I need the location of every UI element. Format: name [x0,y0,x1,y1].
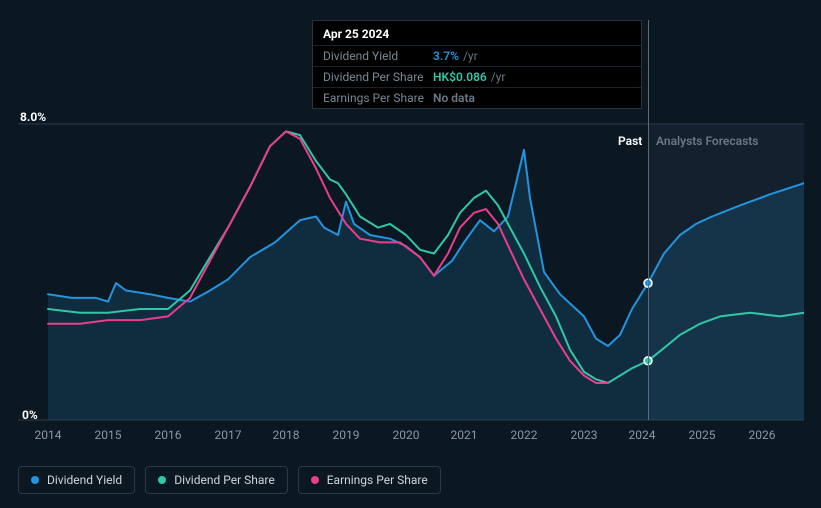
legend-item-dividend-yield[interactable]: Dividend Yield [18,466,135,494]
x-axis-tick: 2022 [511,428,538,442]
x-axis-tick: 2017 [215,428,242,442]
chart-legend: Dividend Yield Dividend Per Share Earnings… [18,466,441,494]
x-axis-tick: 2016 [155,428,182,442]
tooltip-row-unit: /yr [491,70,506,84]
legend-dot-icon [311,476,319,484]
legend-item-earnings-per-share[interactable]: Earnings Per Share [298,466,441,494]
legend-item-label: Dividend Per Share [174,473,275,487]
region-label-past: Past [618,134,642,148]
x-axis-tick: 2021 [451,428,478,442]
tooltip-row-unit: /yr [463,49,478,63]
x-axis-tick: 2014 [35,428,62,442]
legend-dot-icon [158,476,166,484]
x-axis-tick: 2023 [571,428,598,442]
x-axis-tick: 2019 [333,428,360,442]
dividend-chart: 8.0% 0% 2014 2015 2016 2017 2018 2019 2020 2021 2… [0,0,821,508]
x-axis-tick: 2015 [95,428,122,442]
region-label-forecast: Analysts Forecasts [656,134,758,148]
legend-item-label: Earnings Per Share [327,473,428,487]
tooltip-row-label: Dividend Yield [323,49,433,63]
tooltip-row-value: No data [433,91,475,105]
y-axis-label: 0% [22,408,38,422]
tooltip-row-label: Earnings Per Share [323,91,433,105]
legend-dot-icon [31,476,39,484]
tooltip-row-value: 3.7% [433,49,459,63]
x-axis-tick: 2018 [273,428,300,442]
tooltip-row: Dividend Per ShareHK$0.086/yr [313,66,641,87]
x-axis-tick: 2025 [689,428,716,442]
y-axis-label: 8.0% [20,110,46,124]
chart-tooltip: Apr 25 2024 Dividend Yield3.7%/yrDividen… [312,20,642,109]
x-axis-tick: 2024 [629,428,656,442]
tooltip-row: Dividend Yield3.7% /yr [313,45,641,66]
tooltip-row-value: HK$0.086 [433,70,487,84]
x-axis-tick: 2020 [393,428,420,442]
tooltip-row-label: Dividend Per Share [323,70,433,84]
x-axis-tick: 2026 [749,428,776,442]
legend-item-dividend-per-share[interactable]: Dividend Per Share [145,466,288,494]
tooltip-date: Apr 25 2024 [313,21,641,45]
legend-item-label: Dividend Yield [47,473,122,487]
cursor-vertical-line [648,20,649,420]
tooltip-row: Earnings Per ShareNo data [313,87,641,108]
